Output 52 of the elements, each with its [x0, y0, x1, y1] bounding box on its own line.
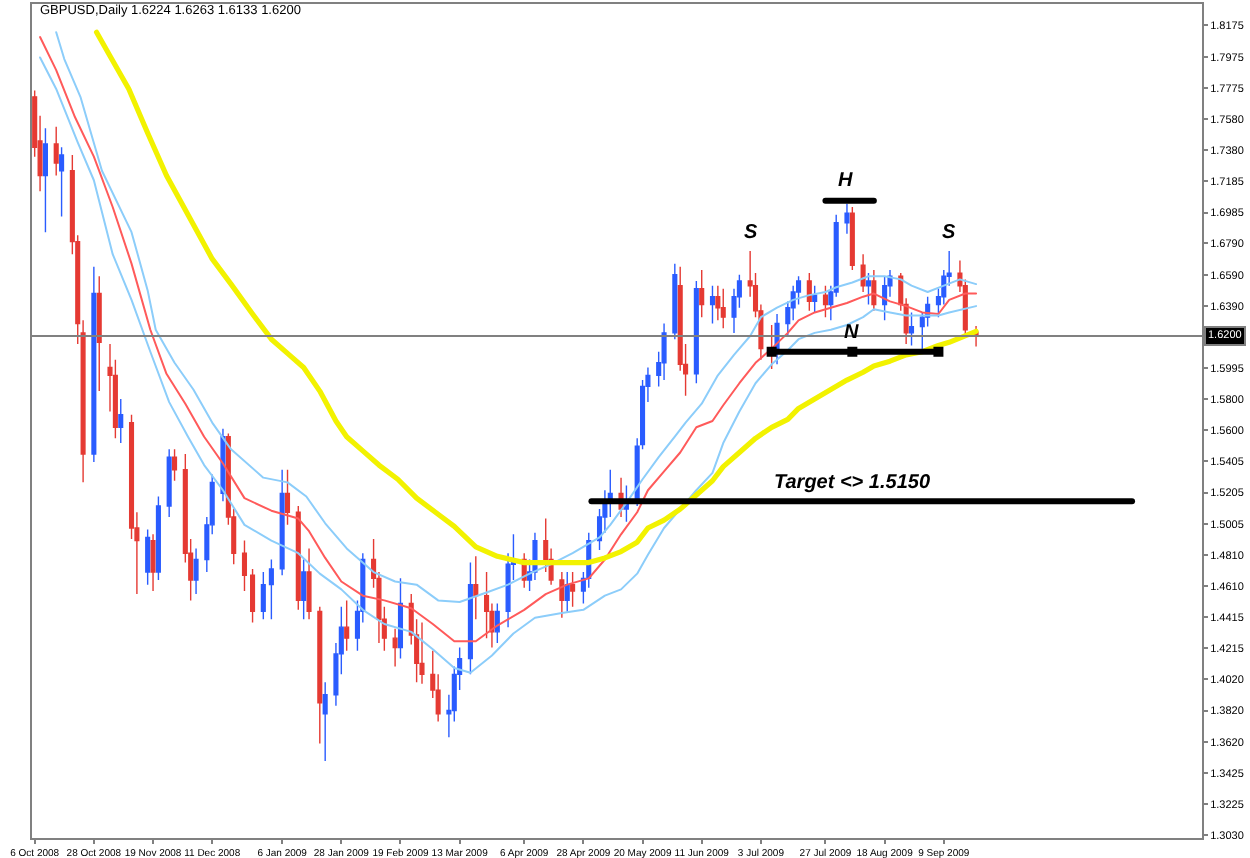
candlestick — [193, 547, 199, 595]
candlestick — [155, 495, 161, 581]
candlestick — [494, 602, 500, 644]
candlestick — [473, 555, 479, 620]
candlestick — [145, 528, 151, 586]
candlestick — [268, 558, 274, 620]
candlestick — [908, 311, 915, 347]
candlestick — [284, 469, 291, 526]
candlestick — [661, 322, 667, 381]
candlestick — [865, 272, 872, 306]
candlestick — [844, 203, 850, 235]
candlestick — [53, 126, 59, 177]
candlestick — [822, 284, 828, 318]
candlestick — [715, 284, 721, 321]
candlestick — [317, 605, 323, 745]
candlestick — [709, 284, 716, 325]
candlestick — [559, 571, 565, 619]
candlestick — [397, 577, 404, 660]
candlestick — [699, 269, 705, 318]
candlestick — [806, 272, 812, 312]
annotation: N — [844, 322, 860, 344]
candlestick — [720, 288, 726, 329]
candlestick — [59, 146, 65, 218]
candlestick — [306, 547, 312, 620]
candlestick — [882, 275, 888, 321]
annotation: H — [838, 170, 854, 192]
candlestick — [812, 284, 818, 314]
candlestick — [672, 262, 678, 340]
candlestick — [96, 275, 102, 392]
candlestick — [693, 280, 699, 384]
candlestick — [467, 561, 473, 676]
candlestick — [279, 469, 285, 576]
annotation: S — [744, 222, 758, 244]
candlestick — [42, 127, 48, 233]
candlestick — [849, 206, 855, 271]
candlestick — [860, 253, 866, 293]
annotation: Target <> 1.5150 — [774, 472, 931, 494]
candlestick — [871, 269, 877, 312]
candlestick — [322, 681, 328, 762]
candlestick — [295, 505, 301, 611]
candlestick — [344, 599, 350, 652]
candlestick — [570, 571, 576, 608]
candlestick — [91, 266, 97, 463]
candlestick — [150, 533, 156, 592]
candlestick — [118, 398, 124, 444]
candlestick — [564, 571, 570, 613]
candlestick — [172, 448, 178, 482]
candlestick — [392, 628, 398, 668]
annotation: S — [942, 222, 956, 244]
candlestick — [419, 621, 425, 685]
candlestick — [166, 448, 172, 518]
candlestick — [301, 558, 307, 620]
